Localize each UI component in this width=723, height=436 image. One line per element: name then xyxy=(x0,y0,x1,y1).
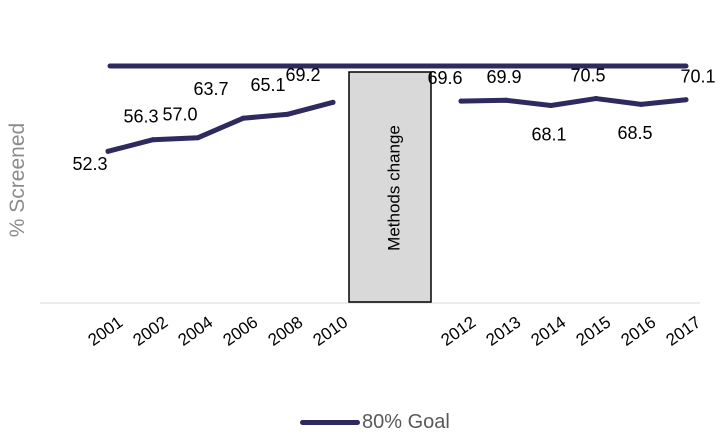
series-line-segment-1 xyxy=(105,99,336,154)
data-label-2012: 69.6 xyxy=(427,68,462,88)
data-point-2017 xyxy=(683,97,689,103)
methods-change-box xyxy=(348,71,432,303)
data-point-2004 xyxy=(195,135,201,141)
x-tick-2013: 2013 xyxy=(482,313,524,350)
data-point-2013 xyxy=(503,97,509,103)
methods-change-annotation: Methods change xyxy=(348,71,432,303)
data-label-2010: 69.2 xyxy=(285,65,320,85)
series-layer: 52.3 56.3 57.0 63.7 65.1 69.2 69.6 69.9 68.1 70.5… xyxy=(72,65,715,174)
data-label-2014: 68.1 xyxy=(531,124,566,144)
data-label-2015: 70.5 xyxy=(570,65,605,85)
data-label-2002: 56.3 xyxy=(123,106,158,126)
data-point-2010 xyxy=(330,99,336,105)
data-point-2001 xyxy=(105,148,111,154)
data-label-2004: 57.0 xyxy=(162,104,197,124)
data-point-2006 xyxy=(240,115,246,121)
x-tick-labels: 2001 2002 2004 2006 2008 2010 2012 2013 2014 2015… xyxy=(84,313,704,350)
series-line-segment-2 xyxy=(458,96,689,109)
data-label-2013: 69.9 xyxy=(486,67,521,87)
data-point-2002 xyxy=(150,137,156,143)
data-label-2016: 68.5 xyxy=(617,123,652,143)
x-tick-2017: 2017 xyxy=(662,313,704,350)
x-tick-2016: 2016 xyxy=(617,313,659,350)
data-label-2006: 63.7 xyxy=(193,79,228,99)
legend-label: 80% Goal xyxy=(362,410,450,433)
x-tick-2001: 2001 xyxy=(84,313,126,350)
x-tick-2015: 2015 xyxy=(572,313,614,350)
x-tick-2008: 2008 xyxy=(264,313,306,350)
data-point-2014 xyxy=(548,103,554,109)
x-tick-2012: 2012 xyxy=(437,313,479,350)
x-tick-2014: 2014 xyxy=(527,313,569,350)
data-label-2008: 65.1 xyxy=(250,75,285,95)
data-label-2017: 70.1 xyxy=(680,66,715,86)
y-axis-title: % Screened xyxy=(0,60,36,300)
data-point-2016 xyxy=(638,101,644,107)
legend: 80% Goal xyxy=(300,408,450,436)
x-tick-2002: 2002 xyxy=(129,313,171,350)
y-axis-title-text: % Screened xyxy=(6,122,29,238)
data-point-2015 xyxy=(593,96,599,102)
legend-line-swatch xyxy=(300,419,360,425)
x-tick-2006: 2006 xyxy=(219,313,261,350)
data-point-2012 xyxy=(458,98,464,104)
data-point-2008 xyxy=(285,111,291,117)
methods-change-label: Methods change xyxy=(384,125,403,251)
x-tick-2004: 2004 xyxy=(174,313,216,350)
x-tick-2010: 2010 xyxy=(309,313,351,350)
data-label-2001: 52.3 xyxy=(72,154,107,174)
